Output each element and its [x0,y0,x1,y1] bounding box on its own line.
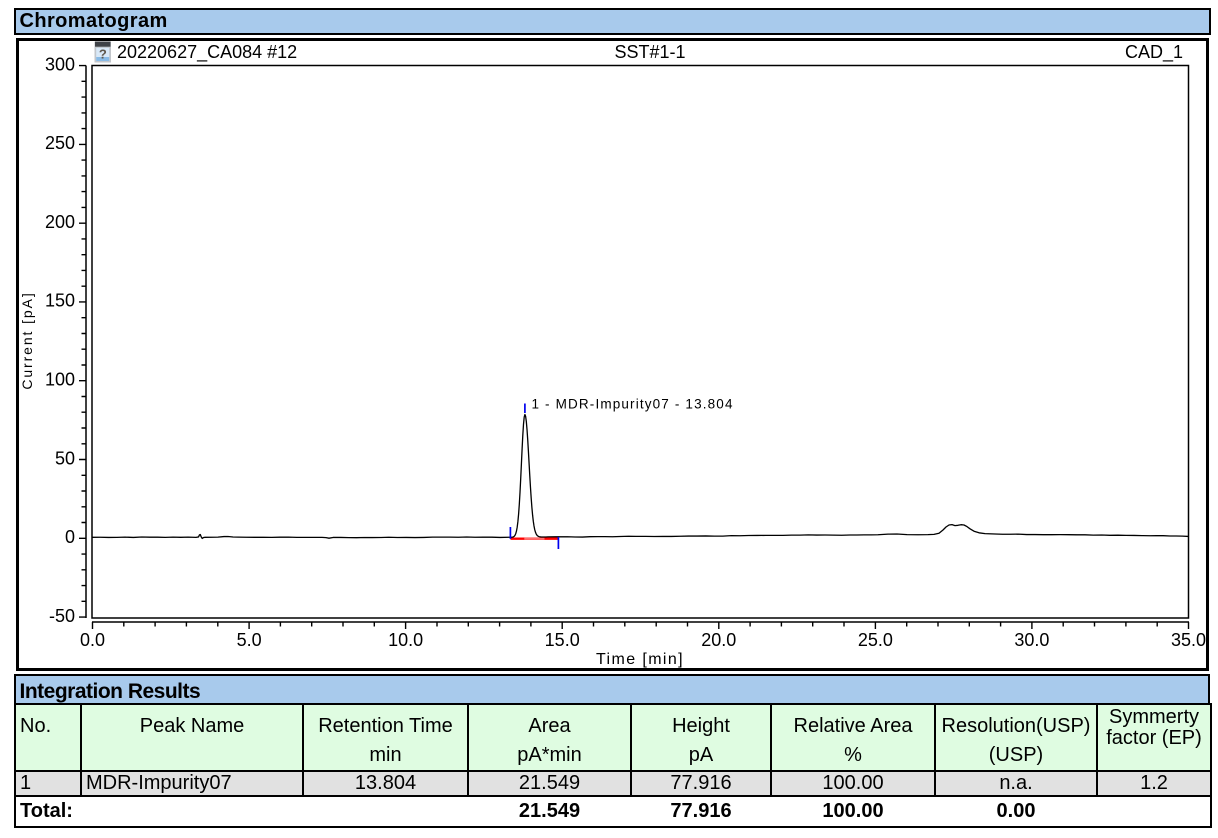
svg-text:35.0: 35.0 [1171,630,1206,650]
svg-text:1 - MDR-Impurity07 - 13.804: 1 - MDR-Impurity07 - 13.804 [532,397,734,412]
svg-text:10.0: 10.0 [388,630,423,650]
svg-text:SST#1-1: SST#1-1 [614,42,685,62]
svg-text:0: 0 [65,527,75,547]
svg-text:5.0: 5.0 [237,630,262,650]
svg-text:-50: -50 [49,606,75,626]
svg-text:15.0: 15.0 [545,630,580,650]
svg-text:25.0: 25.0 [858,630,893,650]
svg-text:200: 200 [45,212,75,232]
svg-text:250: 250 [45,133,75,153]
svg-text:100: 100 [45,370,75,390]
svg-text:30.0: 30.0 [1014,630,1049,650]
svg-text:20220627_CA084 #12: 20220627_CA084 #12 [117,42,297,63]
svg-text:?: ? [99,47,107,62]
svg-text:Current [pA]: Current [pA] [19,291,35,389]
svg-text:Time [min]: Time [min] [596,651,684,668]
svg-text:150: 150 [45,291,75,311]
svg-text:20.0: 20.0 [701,630,736,650]
svg-text:300: 300 [45,54,75,74]
svg-text:0.0: 0.0 [80,630,105,650]
svg-text:50: 50 [55,448,75,468]
svg-text:CAD_1: CAD_1 [1125,42,1183,63]
